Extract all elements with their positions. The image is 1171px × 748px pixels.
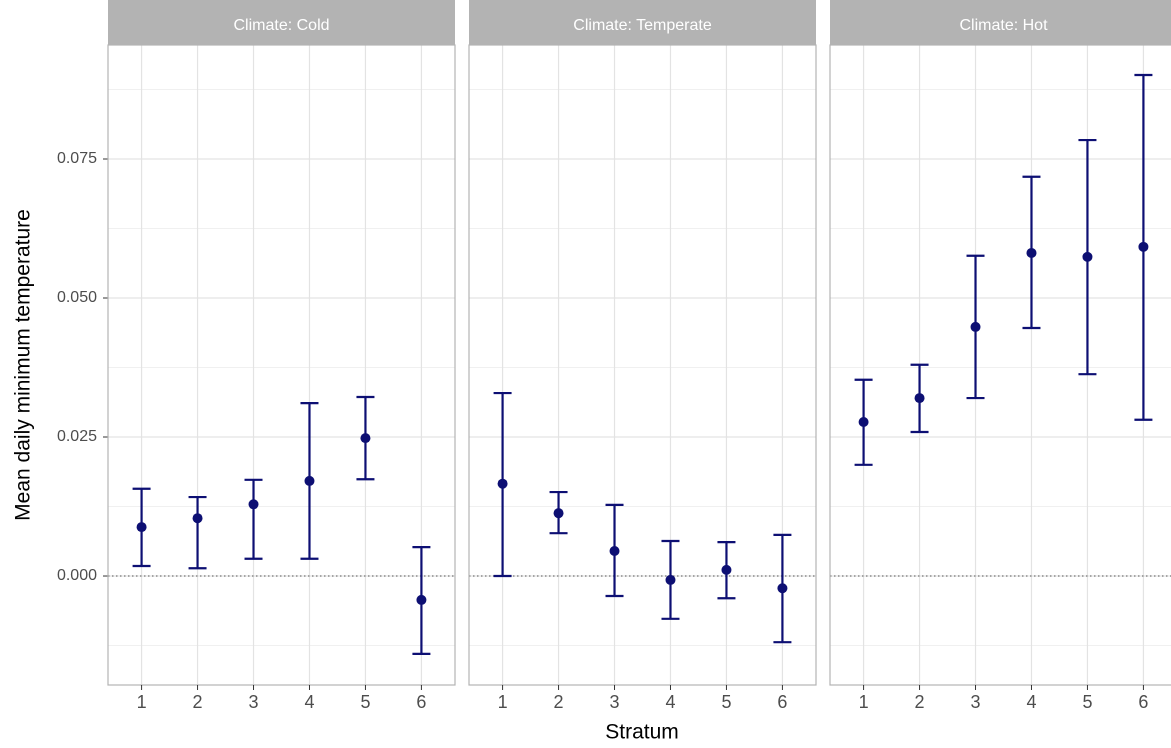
point [360, 433, 371, 444]
point [609, 545, 620, 556]
x-tick-label: 4 [665, 692, 675, 712]
x-tick-label: 6 [777, 692, 787, 712]
x-tick-label: 4 [304, 692, 314, 712]
point [497, 478, 508, 489]
x-tick-label: 3 [249, 692, 259, 712]
point [553, 508, 564, 519]
point [914, 393, 925, 404]
x-tick-label: 2 [915, 692, 925, 712]
point [416, 594, 427, 605]
point [192, 513, 203, 524]
x-tick-label: 2 [554, 692, 564, 712]
x-tick-label: 6 [416, 692, 426, 712]
y-tick-label: 0.025 [57, 428, 97, 445]
panel-border [107, 44, 456, 686]
point [248, 499, 259, 510]
x-tick-label: 3 [971, 692, 981, 712]
y-axis-label: Mean daily minimum temperature [12, 209, 35, 521]
x-tick-label: 1 [137, 692, 147, 712]
point [1082, 251, 1093, 262]
strip-label: Climate: Cold [233, 17, 329, 34]
x-axis-label: Stratum [605, 721, 679, 744]
x-tick-label: 1 [498, 692, 508, 712]
x-tick-label: 1 [859, 692, 869, 712]
panel-border [829, 44, 1171, 686]
y-tick-label: 0.000 [57, 567, 97, 584]
point [777, 583, 788, 594]
x-tick-label: 6 [1138, 692, 1148, 712]
strip [108, 0, 455, 45]
panel-border [468, 44, 817, 686]
point [721, 564, 732, 575]
x-tick-label: 3 [610, 692, 620, 712]
y-tick-label: 0.075 [57, 150, 97, 167]
x-tick-label: 4 [1026, 692, 1036, 712]
point [1026, 247, 1037, 258]
point [970, 321, 981, 332]
point [304, 475, 315, 486]
point [665, 574, 676, 585]
x-tick-label: 5 [360, 692, 370, 712]
x-tick-label: 2 [193, 692, 203, 712]
y-tick-label: 0.050 [57, 289, 97, 306]
point [136, 522, 147, 533]
strip [830, 0, 1171, 45]
strip [469, 0, 816, 45]
point [1138, 241, 1149, 252]
x-tick-label: 5 [721, 692, 731, 712]
point [858, 416, 869, 427]
strip-label: Climate: Hot [959, 17, 1048, 34]
x-tick-label: 5 [1082, 692, 1092, 712]
strip-label: Climate: Temperate [573, 17, 712, 34]
